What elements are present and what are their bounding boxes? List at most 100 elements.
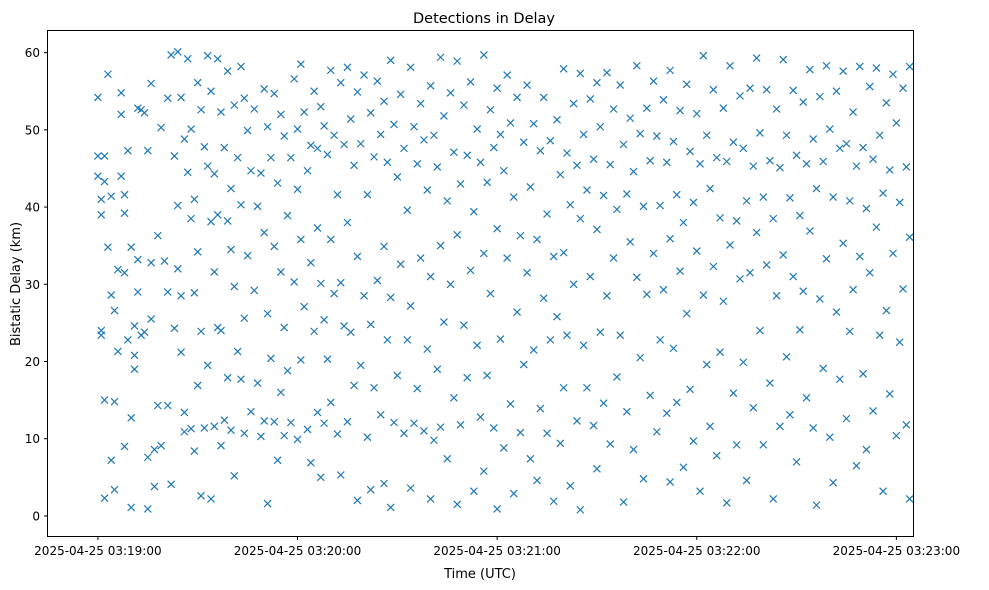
data-point-marker	[815, 92, 824, 101]
data-point-marker	[812, 501, 821, 510]
data-point-marker	[197, 491, 205, 500]
data-point-marker	[110, 397, 119, 406]
data-point-marker	[227, 245, 235, 254]
data-point-marker	[167, 480, 176, 489]
data-point-marker	[97, 331, 106, 340]
data-point-marker	[682, 80, 691, 89]
data-point-marker	[410, 122, 418, 131]
x-tick-label: 2025-04-25 03:19:00	[34, 544, 161, 558]
data-point-marker	[859, 369, 868, 378]
data-point-marker	[576, 69, 585, 78]
data-point-marker	[799, 98, 808, 106]
data-point-marker	[689, 437, 698, 445]
data-point-marker	[606, 160, 615, 169]
data-point-marker	[453, 500, 462, 509]
data-point-marker	[769, 214, 778, 223]
data-point-marker	[127, 413, 136, 422]
data-point-marker	[473, 125, 482, 133]
data-point-marker	[420, 135, 428, 144]
data-point-marker	[380, 242, 388, 251]
data-point-marker	[779, 55, 788, 64]
data-point-marker	[865, 82, 874, 91]
y-tick-label: 40	[25, 201, 40, 215]
data-point-marker	[493, 505, 502, 513]
data-point-marker	[559, 64, 568, 73]
y-tick-label: 20	[25, 355, 40, 369]
data-point-marker	[320, 122, 329, 130]
data-point-marker	[237, 62, 245, 71]
data-point-marker	[709, 262, 718, 271]
data-point-marker	[865, 268, 874, 277]
data-point-marker	[406, 301, 415, 310]
data-point-marker	[892, 431, 901, 440]
data-point-marker	[143, 453, 152, 462]
data-point-marker	[596, 122, 605, 131]
data-point-marker	[699, 51, 708, 60]
data-point-marker	[546, 335, 555, 344]
data-point-marker	[223, 67, 232, 76]
data-point-marker	[473, 341, 482, 350]
data-point-marker	[170, 152, 179, 161]
data-point-marker	[622, 190, 631, 198]
data-point-marker	[526, 454, 535, 463]
data-point-marker	[426, 495, 435, 503]
data-point-marker	[662, 158, 671, 167]
data-point-marker	[290, 74, 299, 83]
data-point-marker	[326, 398, 335, 407]
data-point-marker	[200, 423, 209, 432]
data-point-marker	[263, 499, 272, 508]
data-point-marker	[882, 98, 891, 107]
data-point-marker	[370, 152, 378, 161]
data-point-marker	[456, 420, 465, 429]
data-point-marker	[845, 196, 854, 205]
data-point-marker	[679, 218, 688, 227]
data-point-marker	[296, 356, 305, 364]
data-point-marker	[573, 417, 581, 425]
data-point-marker	[553, 312, 561, 321]
data-point-marker	[296, 235, 305, 244]
data-point-marker	[240, 94, 249, 103]
data-point-marker	[253, 379, 262, 388]
data-point-marker	[805, 227, 814, 235]
data-point-marker	[599, 399, 608, 408]
data-point-marker	[200, 142, 209, 151]
data-point-marker	[905, 495, 914, 503]
y-tick-label: 50	[25, 123, 40, 137]
x-axis-ticks: 2025-04-25 03:19:00 2025-04-25 03:20:00 20…	[34, 536, 960, 558]
data-point-marker	[879, 189, 887, 198]
data-point-marker	[436, 423, 445, 432]
data-point-marker	[260, 228, 269, 237]
data-point-marker	[197, 327, 205, 336]
data-point-marker	[180, 427, 189, 436]
data-point-marker	[902, 162, 911, 171]
data-point-marker	[632, 273, 641, 282]
data-point-marker	[752, 54, 761, 62]
data-point-marker	[403, 335, 412, 344]
data-point-marker	[496, 335, 505, 344]
data-point-marker	[586, 272, 595, 281]
data-point-marker	[340, 140, 349, 149]
data-point-marker	[596, 328, 605, 337]
data-point-marker	[892, 118, 901, 127]
data-point-marker	[376, 130, 385, 139]
data-point-marker	[207, 495, 215, 503]
data-point-marker	[742, 476, 751, 485]
data-point-marker	[569, 280, 578, 289]
data-point-marker	[642, 104, 651, 113]
data-point-marker	[303, 166, 312, 175]
data-point-marker	[336, 78, 345, 87]
data-point-marker	[842, 414, 851, 423]
data-point-marker	[167, 51, 176, 59]
data-point-marker	[383, 158, 392, 167]
data-point-marker	[579, 341, 588, 350]
data-point-marker	[855, 62, 864, 71]
data-point-marker	[120, 268, 129, 277]
data-point-marker	[100, 396, 109, 405]
x-axis-label: Time (UTC)	[443, 567, 516, 582]
data-point-marker	[656, 201, 665, 210]
data-point-marker	[506, 118, 515, 127]
data-point-marker	[895, 198, 904, 207]
data-point-marker	[293, 185, 302, 194]
data-point-marker	[256, 432, 265, 441]
data-point-marker	[539, 93, 548, 102]
